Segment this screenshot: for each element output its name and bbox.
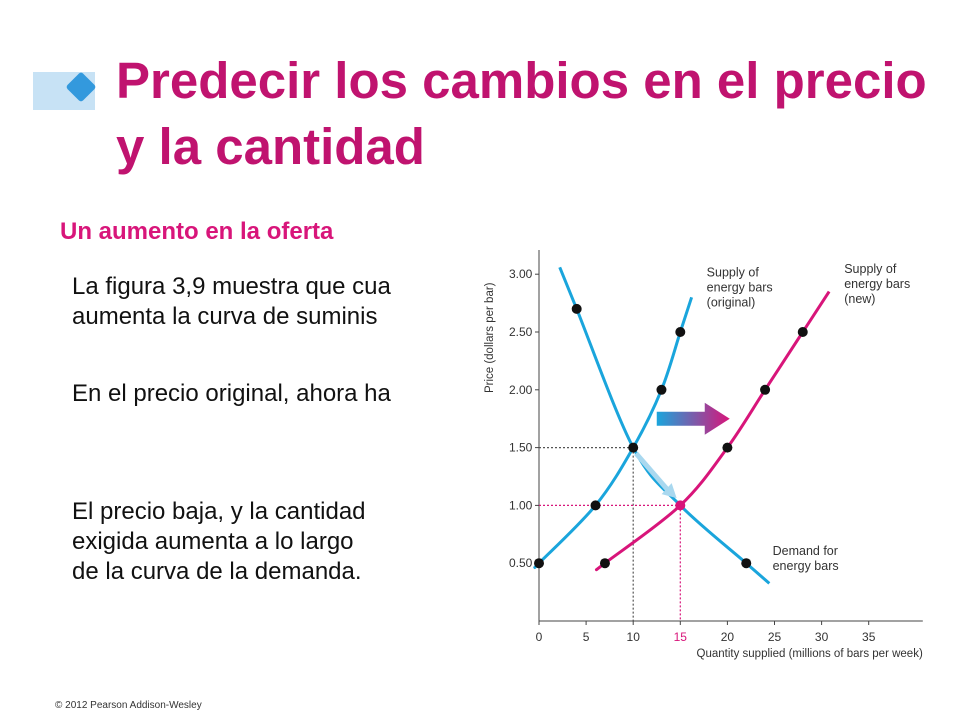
x-tick-label: 0 xyxy=(536,630,543,644)
data-point xyxy=(656,384,667,395)
supply-new-curve xyxy=(594,290,831,572)
x-tick-label: 10 xyxy=(627,630,641,644)
data-point xyxy=(741,558,752,569)
supply-original-label: (original) xyxy=(707,296,756,310)
data-point xyxy=(675,327,686,337)
data-point xyxy=(797,327,808,337)
demand-label: Demand for xyxy=(773,544,838,558)
data-point xyxy=(722,442,733,453)
supply-original-curve xyxy=(533,296,694,569)
equilibrium-point-original xyxy=(628,442,639,453)
movement-arrow-shaft xyxy=(634,451,672,494)
y-tick-label: 1.50 xyxy=(509,441,533,455)
equilibrium-point-new xyxy=(675,500,686,511)
data-point xyxy=(590,500,601,511)
supply-new-label: energy bars xyxy=(844,277,910,291)
y-tick-label: 3.00 xyxy=(509,267,533,281)
data-point xyxy=(571,303,582,314)
y-tick-label: 0.50 xyxy=(509,556,533,570)
paragraph-1: La figura 3,9 muestra que cua aumenta la… xyxy=(72,273,391,330)
supply-new-label: (new) xyxy=(844,292,875,306)
movement-arrow-head xyxy=(661,483,677,499)
data-point xyxy=(599,558,610,569)
slide-subtitle: Un aumento en la oferta xyxy=(60,218,334,245)
y-tick-label: 2.00 xyxy=(509,383,533,397)
x-tick-label: 30 xyxy=(815,630,829,644)
x-axis-label: Quantity supplied (millions of bars per … xyxy=(697,648,923,660)
supply-new-label: Supply of xyxy=(844,262,897,276)
paragraph-2: En el precio original, ahora ha xyxy=(72,380,391,407)
x-tick-label: 15 xyxy=(674,630,688,644)
paragraph-3: El precio baja, y la cantidad exigida au… xyxy=(72,498,366,585)
x-tick-label: 5 xyxy=(583,630,590,644)
y-tick-label: 1.00 xyxy=(509,498,533,512)
x-tick-label: 25 xyxy=(768,630,782,644)
x-tick-label: 35 xyxy=(862,630,876,644)
data-point xyxy=(534,558,544,569)
supply-original-label: Supply of xyxy=(707,266,760,280)
y-axis-label: Price (dollars per bar) xyxy=(484,282,496,393)
supply-demand-chart: 0.50 1.00 1.50 2.00 2.50 3.00 0 5 10 15 20 25 30 35 Qu… xyxy=(473,238,960,668)
slide-title: Predecir los cambios en el precio y la c… xyxy=(116,52,927,175)
data-point xyxy=(760,384,771,395)
supply-shift-arrow xyxy=(656,402,730,435)
y-tick-label: 2.50 xyxy=(509,325,533,339)
demand-label: energy bars xyxy=(773,559,839,573)
supply-original-label: energy bars xyxy=(707,281,773,295)
x-tick-label: 20 xyxy=(721,630,735,644)
copyright-footer: © 2012 Pearson Addison-Wesley xyxy=(55,700,202,711)
